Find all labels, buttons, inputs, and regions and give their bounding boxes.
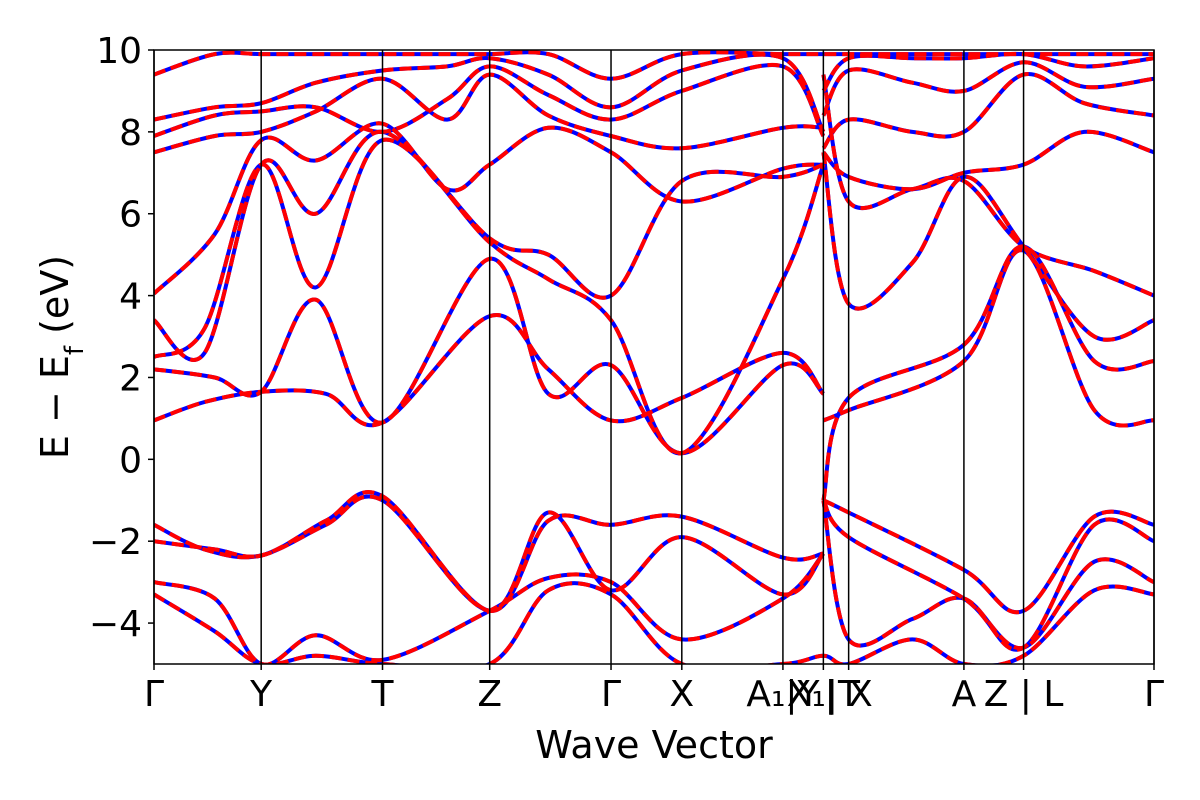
x-tick-label: X <box>669 674 694 715</box>
x-tick-label: A <box>952 674 977 715</box>
band-7-reference-line <box>154 60 1154 138</box>
x-tick-label: Γ <box>1144 674 1164 715</box>
y-tick-label: 2 <box>119 358 142 399</box>
band-8-reference-line <box>154 51 1154 133</box>
bands-layer <box>154 50 1154 664</box>
band-7-model-line <box>154 60 1154 138</box>
x-tick-label: Γ <box>144 674 164 715</box>
y-tick-label: 6 <box>119 195 142 236</box>
band-11-model-line <box>154 494 1154 652</box>
x-tick-label: X₁|T <box>787 674 861 715</box>
y-tick-label: 0 <box>119 440 142 481</box>
y-axis-label: E − Ef (eV) <box>33 255 90 459</box>
plot-frame <box>153 49 1155 665</box>
y-tick-label: 10 <box>96 31 142 72</box>
band-11-reference-line <box>154 494 1154 652</box>
y-tick-label: 4 <box>119 277 142 318</box>
x-tick-label: Z <box>477 674 502 715</box>
x-tick-label: Γ <box>601 674 621 715</box>
y-tick-label: −2 <box>89 522 142 563</box>
y-axis-ticks: −4 −2 0 2 4 6 8 10 <box>89 31 154 645</box>
x-tick-label: T <box>371 674 395 715</box>
y-tick-label: 8 <box>119 113 142 154</box>
y-axis-label-subscript: f <box>60 345 90 355</box>
band-13-model-line <box>154 581 1154 664</box>
x-tick-label: | X <box>825 674 873 715</box>
x-tick-label: Z | L <box>984 674 1064 715</box>
band-2-model-line <box>154 244 1154 501</box>
x-axis-label: Wave Vector <box>535 723 773 767</box>
x-tick-label: A₁|Y <box>746 674 820 715</box>
kpoint-lines <box>153 50 1155 664</box>
band-9-model-line <box>154 50 1154 81</box>
x-tick-label: Y <box>249 674 273 715</box>
band-2-reference-line <box>154 244 1154 501</box>
y-axis-label-suffix: (eV) <box>33 255 77 346</box>
band-3-model-line <box>154 137 1154 456</box>
y-tick-label: −4 <box>89 604 142 645</box>
band-8-model-line <box>154 51 1154 133</box>
y-axis-label-prefix: E − E <box>33 355 77 459</box>
